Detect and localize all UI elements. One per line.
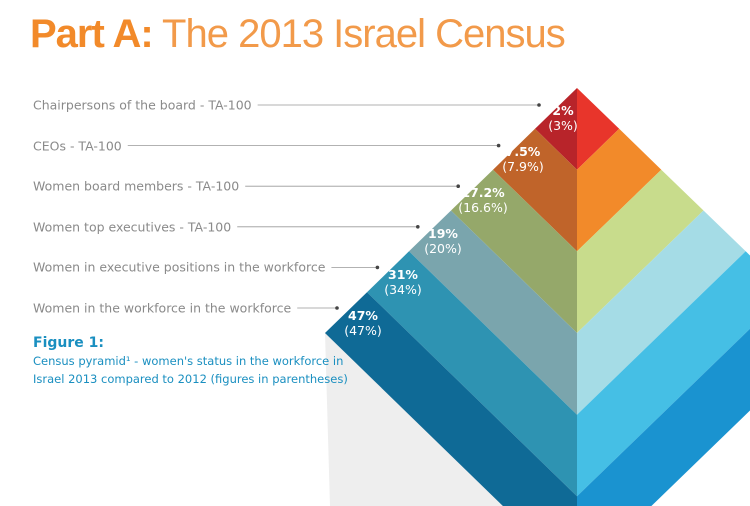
layer-label: CEOs - TA-100 bbox=[33, 138, 122, 154]
value-2012: (3%) bbox=[548, 118, 578, 133]
value-2013: 47% bbox=[348, 308, 378, 323]
figure-caption-line: Israel 2013 compared to 2012 (figures in… bbox=[33, 372, 348, 386]
leader-dot bbox=[335, 306, 339, 310]
layer-label: Chairpersons of the board - TA-100 bbox=[33, 97, 252, 113]
pyramid-layer-left-face bbox=[409, 210, 577, 415]
leader-dot bbox=[537, 103, 541, 107]
value-2013: 2% bbox=[552, 103, 574, 118]
layer-values: 7.5% (7.9%) bbox=[502, 144, 544, 174]
value-2012: (20%) bbox=[424, 241, 462, 256]
pyramid-layer-left-face bbox=[325, 292, 577, 506]
value-2013: 7.5% bbox=[505, 144, 541, 159]
figure-caption-line: Census pyramid¹ - women's status in the … bbox=[33, 354, 344, 368]
pyramid-layer-right-face bbox=[577, 328, 750, 506]
layer-values: 47% (47%) bbox=[344, 308, 382, 338]
value-2013: 31% bbox=[388, 267, 418, 282]
pyramid-layer-left-face bbox=[451, 169, 577, 333]
value-2012: (34%) bbox=[384, 282, 422, 297]
layer-values: 31% (34%) bbox=[384, 267, 422, 297]
pyramid-layer-left-face bbox=[367, 251, 577, 497]
leader-dot bbox=[496, 143, 501, 148]
pyramid-layer-left-face bbox=[493, 128, 577, 252]
value-2012: (47%) bbox=[344, 323, 382, 338]
figure-caption: Figure 1: Census pyramid¹ - women's stat… bbox=[33, 334, 348, 388]
value-2012: (7.9%) bbox=[502, 159, 544, 174]
layer-label: Women in executive positions in the work… bbox=[33, 259, 326, 275]
layer-label: Women top executives - TA-100 bbox=[33, 219, 232, 235]
pyramid-layer-right-face bbox=[577, 251, 750, 497]
leader-dot bbox=[375, 265, 380, 270]
pyramid-layer-left-face bbox=[535, 88, 577, 170]
value-2012: (16.6%) bbox=[458, 200, 508, 215]
layer-label: Women in the workforce in the workforce bbox=[33, 300, 292, 316]
layer-label: Women board members - TA-100 bbox=[33, 178, 240, 194]
leader-dot bbox=[416, 225, 420, 229]
layer-values: 2% (3%) bbox=[548, 103, 578, 133]
figure-heading: Figure 1: bbox=[33, 335, 104, 351]
pyramid-layer-right-face bbox=[577, 88, 620, 170]
title-part: Part A: bbox=[30, 12, 154, 56]
pyramid-layer-right-face bbox=[577, 210, 746, 415]
value-2013: 19% bbox=[428, 226, 458, 241]
layer-values: 19% (20%) bbox=[424, 226, 462, 256]
value-2013: 17.2% bbox=[461, 185, 505, 200]
title-text: The 2013 Israel Census bbox=[162, 12, 566, 56]
page-title: Part A: The 2013 Israel Census bbox=[30, 12, 566, 57]
pyramid-layer-right-face bbox=[577, 169, 704, 333]
leader-dot bbox=[456, 184, 461, 188]
layer-values: 17.2% (16.6%) bbox=[458, 185, 507, 215]
pyramid-layer-right-face bbox=[577, 128, 662, 252]
